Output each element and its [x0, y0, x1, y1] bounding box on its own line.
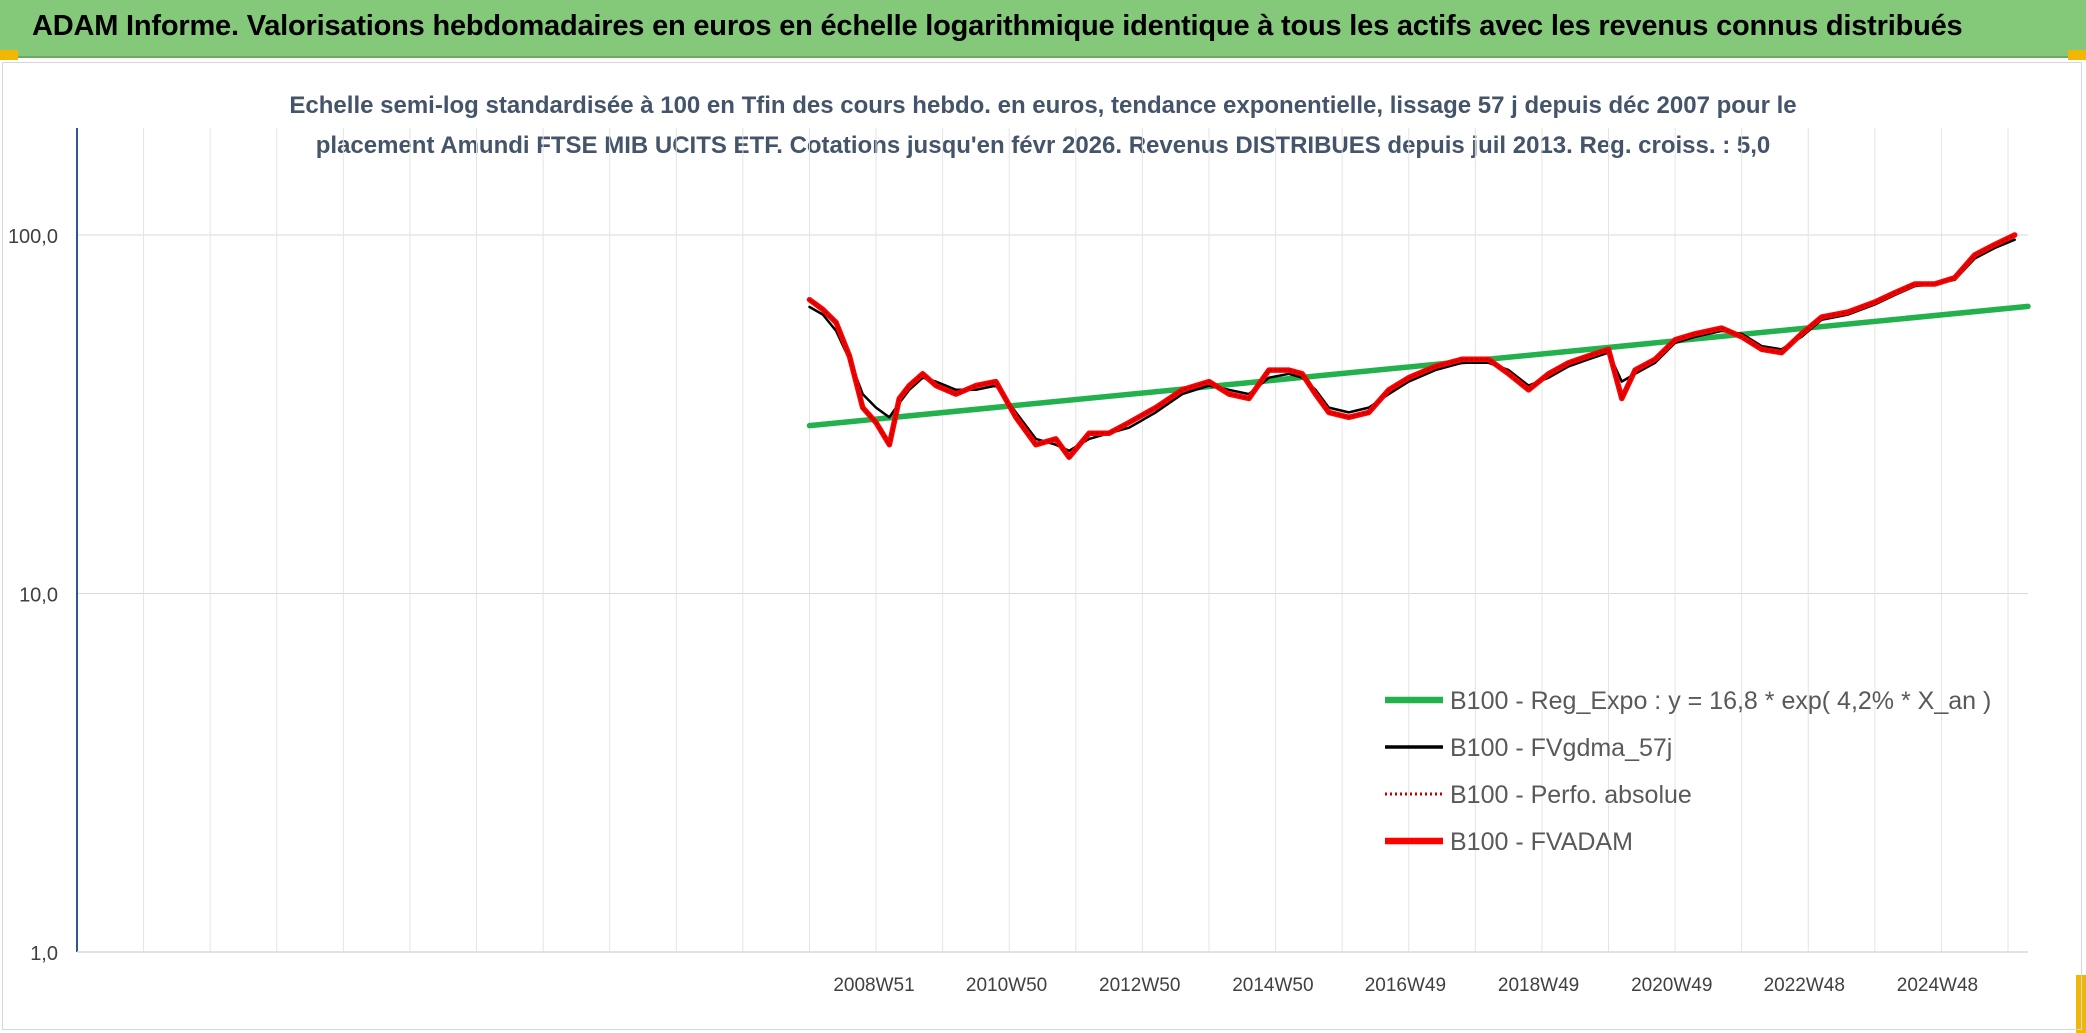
header-banner: ADAM Informe. Valorisations hebdomadaire… — [0, 0, 2086, 58]
x-tick-label-6: 2020W49 — [1631, 975, 1712, 996]
series-line-1 — [808, 238, 2016, 453]
chart-frame — [2, 62, 2082, 1030]
x-tick-label-3: 2014W50 — [1232, 975, 1313, 996]
series-line-0 — [806, 303, 2031, 429]
x-tick-label-4: 2016W49 — [1365, 975, 1446, 996]
x-tick-labels: 2008W51 2010W50 2012W50 2014W50 2016W49 2018W… — [833, 975, 1978, 996]
x-tick-label-2: 2012W50 — [1099, 975, 1180, 996]
series-line-2 — [808, 234, 2016, 459]
legend-label-1: B100 - FVgdma_57j — [1450, 734, 1672, 762]
y-tick-label-0: 1,0 — [30, 943, 58, 965]
x-tick-label-5: 2018W49 — [1498, 975, 1579, 996]
chart-title: Echelle semi-log standardisée à 100 en T… — [0, 86, 2086, 166]
corner-marker-top-left — [0, 50, 18, 60]
legend-label-2: B100 - Perfo. absolue — [1450, 781, 1692, 809]
x-tick-label-8: 2024W48 — [1897, 975, 1978, 996]
legend-label-0: B100 - Reg_Expo : y = 16,8 * exp( 4,2% *… — [1450, 687, 1991, 715]
y-tick-labels: 1,0 10,0 100,0 — [8, 226, 58, 965]
series-line-3 — [806, 232, 2018, 460]
legend-label-3: B100 - FVADAM — [1450, 828, 1633, 856]
chart-title-line-1: Echelle semi-log standardisée à 100 en T… — [289, 92, 1797, 119]
y-tick-label-1: 10,0 — [19, 585, 58, 607]
y-tick-label-2: 100,0 — [8, 226, 58, 248]
x-tick-label-0: 2008W51 — [833, 975, 914, 996]
legend: B100 - Reg_Expo : y = 16,8 * exp( 4,2% *… — [1385, 687, 1991, 856]
grid-lines — [77, 128, 2028, 952]
x-tick-label-1: 2010W50 — [966, 975, 1047, 996]
series-lines — [806, 232, 2031, 460]
corner-marker-top-right — [2068, 50, 2086, 60]
x-tick-label-7: 2022W48 — [1764, 975, 1845, 996]
chart-title-line-2: placement Amundi FTSE MIB UCITS ETF. Cot… — [315, 132, 1771, 159]
banner-title: ADAM Informe. Valorisations hebdomadaire… — [32, 10, 1963, 42]
